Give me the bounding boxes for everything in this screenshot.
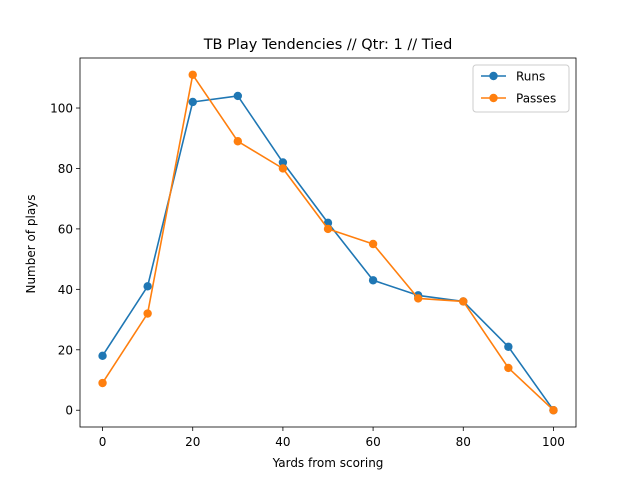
x-tick-label: 100 (542, 435, 565, 449)
x-tick-label: 40 (275, 435, 290, 449)
data-point-passes (459, 297, 468, 306)
legend-marker-passes (489, 93, 498, 103)
data-point-passes (549, 406, 558, 415)
legend-marker-runs (489, 71, 498, 81)
data-point-passes (278, 164, 288, 173)
y-axis-title: Number of plays (24, 194, 38, 293)
data-point-runs (504, 342, 513, 351)
y-tick-label: 20 (58, 343, 73, 357)
plot-area: 0 20 40 60 80 100 0 20 40 60 80 100 (50, 57, 577, 449)
y-tick-label: 40 (58, 283, 73, 297)
data-point-runs (368, 276, 378, 285)
legend-label-passes: Passes (516, 92, 556, 106)
chart-title: TB Play Tendencies // Qtr: 1 // Tied (203, 37, 453, 53)
data-point-passes (368, 239, 378, 249)
x-tick-label: 0 (99, 435, 107, 449)
y-tick-label: 100 (50, 102, 73, 116)
data-point-passes (188, 70, 197, 79)
data-point-passes (413, 294, 423, 303)
data-point-runs (188, 97, 197, 107)
x-tick-label: 80 (456, 435, 471, 449)
y-tick-label: 80 (58, 162, 73, 176)
x-axis-title: Yards from scoring (272, 456, 384, 470)
x-tick-label: 20 (185, 435, 200, 449)
plot-frame (79, 57, 577, 428)
data-point-passes (504, 363, 513, 373)
x-tick-label: 60 (365, 435, 380, 449)
data-point-passes (323, 224, 333, 234)
data-point-runs (143, 282, 152, 291)
y-tick-label: 60 (58, 222, 73, 236)
legend-label-runs: Runs (516, 70, 545, 84)
data-point-runs (98, 351, 107, 361)
data-point-passes (98, 378, 107, 388)
data-point-runs (278, 158, 288, 167)
y-tick-label: 0 (65, 404, 73, 418)
data-point-passes (233, 137, 243, 146)
legend: Runs Passes (472, 64, 570, 113)
data-point-runs (233, 91, 243, 101)
data-point-passes (143, 309, 152, 318)
